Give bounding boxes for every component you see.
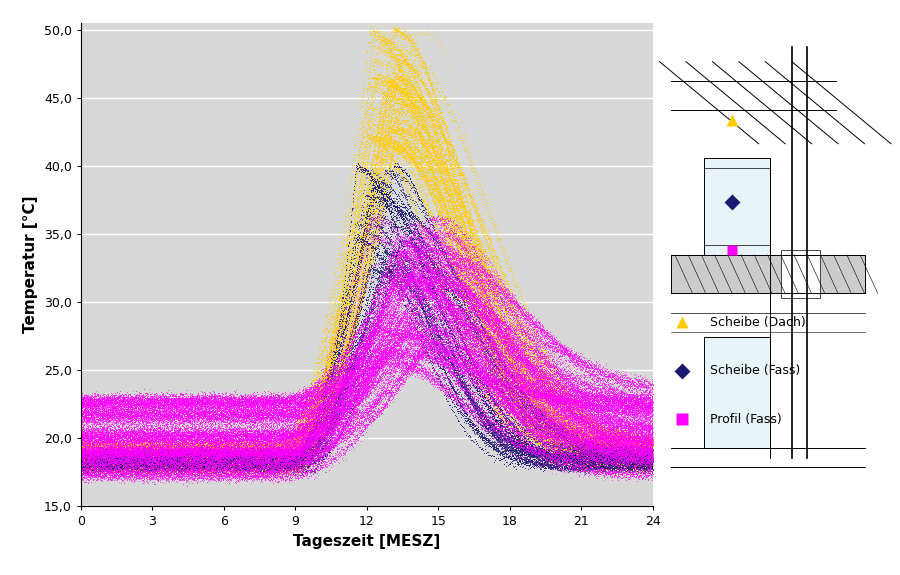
- Bar: [781, 250, 821, 298]
- Text: Profil (Fass): Profil (Fass): [710, 412, 782, 426]
- Text: Scheibe (Fass): Scheibe (Fass): [710, 364, 800, 377]
- Bar: [704, 158, 770, 255]
- X-axis label: Tageszeit [MESZ]: Tageszeit [MESZ]: [293, 534, 440, 549]
- Bar: [670, 255, 865, 293]
- Text: Scheibe (Dach): Scheibe (Dach): [710, 316, 806, 329]
- Bar: [704, 337, 770, 448]
- Y-axis label: Temperatur [°C]: Temperatur [°C]: [23, 196, 39, 334]
